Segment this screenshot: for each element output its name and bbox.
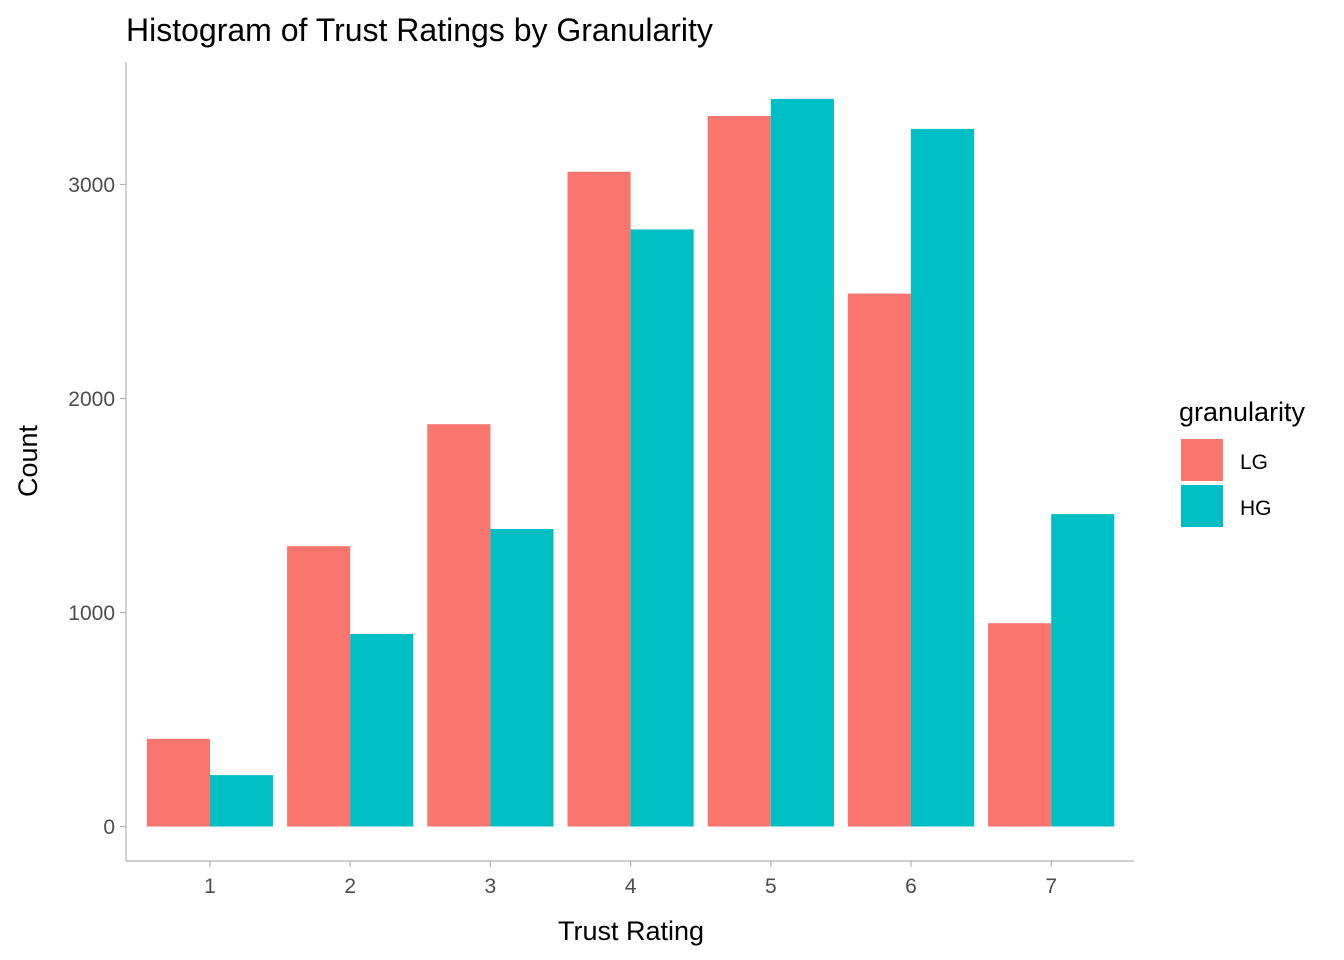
x-tick-label: 7 <box>1045 875 1057 898</box>
x-tick-label: 4 <box>625 875 637 898</box>
x-axis-ticks: 1 2 3 4 5 6 7 <box>204 861 1057 898</box>
x-axis-title: Trust Rating <box>558 916 704 946</box>
x-tick-label: 3 <box>485 875 497 898</box>
x-tick-label: 2 <box>344 875 356 898</box>
legend-key-hg <box>1181 485 1223 527</box>
bar-hg-7 <box>1051 514 1115 827</box>
bar-lg-3 <box>427 424 491 827</box>
x-tick-label: 5 <box>765 875 777 898</box>
bars-group <box>146 98 1115 827</box>
bar-lg-4 <box>567 171 631 827</box>
x-tick-label: 6 <box>905 875 917 898</box>
bar-lg-2 <box>287 546 351 827</box>
y-axis-title: Count <box>13 424 43 497</box>
y-tick-label: 3000 <box>68 174 115 197</box>
bar-hg-1 <box>210 775 274 827</box>
bar-lg-1 <box>146 738 210 827</box>
y-axis-ticks: 0 1000 2000 3000 <box>68 174 126 839</box>
bar-hg-5 <box>770 98 834 827</box>
legend-label-hg: HG <box>1240 497 1272 520</box>
bar-lg-5 <box>707 116 771 827</box>
chart-title: Histogram of Trust Ratings by Granularit… <box>126 12 713 48</box>
y-tick-label: 2000 <box>68 388 115 411</box>
legend-key-lg <box>1181 439 1223 481</box>
bar-lg-6 <box>847 293 911 827</box>
bar-lg-7 <box>988 623 1052 827</box>
bar-hg-2 <box>350 633 414 827</box>
x-tick-label: 1 <box>204 875 216 898</box>
bar-hg-6 <box>911 128 975 827</box>
y-tick-label: 1000 <box>68 602 115 625</box>
legend-title: granularity <box>1179 397 1306 427</box>
legend-label-lg: LG <box>1240 451 1268 474</box>
bar-hg-3 <box>490 529 554 827</box>
bar-hg-4 <box>630 229 694 827</box>
legend: granularity LG HG <box>1179 397 1306 527</box>
y-tick-label: 0 <box>103 816 115 839</box>
